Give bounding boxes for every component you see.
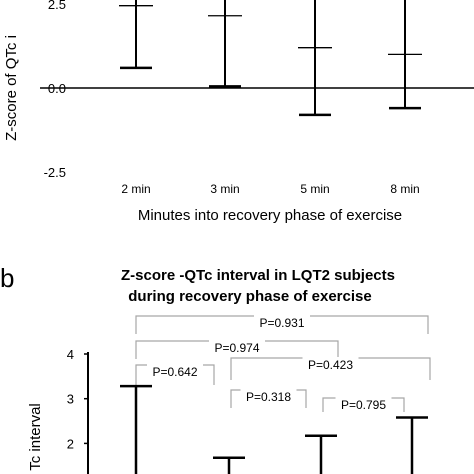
panel-b-significance-bracket: P=0.642 xyxy=(135,364,215,385)
panel-a-y-tick-label: 2.5 xyxy=(48,0,66,12)
panel-b-letter: b xyxy=(0,263,14,293)
panel-a-errorbar xyxy=(298,0,332,117)
panel-b-p-value-label: P=0.931 xyxy=(259,316,304,330)
panel-b-p-value-label: P=0.423 xyxy=(308,358,353,372)
panel-a-x-category-label: 2 min xyxy=(121,182,150,196)
panel-b-p-value-label: P=0.974 xyxy=(214,341,259,355)
panel-b-p-value-backdrop xyxy=(240,389,297,405)
panel-a-x-category-label: 5 min xyxy=(300,182,329,196)
panel-b-title-line-2: during recovery phase of exercise xyxy=(128,288,371,305)
panel-b-errorbar xyxy=(396,416,428,474)
panel-b-p-value-backdrop xyxy=(147,364,203,380)
panel-b-y-axis-title: Tc interval xyxy=(27,403,44,471)
panel-b-y-tick-label: 2 xyxy=(67,436,74,451)
panel-a: 2.5 0.0 -2.5 2 min 3 min 5 min 8 min Z-score … xyxy=(3,0,474,224)
panel-a-y-axis-title: Z-score of QTc i xyxy=(3,35,20,141)
panel-b-significance-bracket: P=0.795 xyxy=(322,397,405,413)
panel-b-title-line-1: Z-score -QTc interval in LQT2 subjects xyxy=(121,267,395,284)
panel-b-y-tick-label: 4 xyxy=(67,347,74,362)
panel-b-p-value-label: P=0.318 xyxy=(246,390,291,404)
panel-b-y-tick-label: 3 xyxy=(67,392,74,407)
panel-b-significance-bracket: P=0.423 xyxy=(230,357,431,380)
panel-b-errorbar xyxy=(305,434,337,474)
panel-a-x-category-label: 8 min xyxy=(390,182,419,196)
panel-a-x-category-label: 3 min xyxy=(210,182,239,196)
panel-b-p-value-label: P=0.795 xyxy=(341,398,386,412)
panel-a-errorbar xyxy=(119,0,153,70)
panel-b-p-value-backdrop xyxy=(254,315,310,331)
panel-b-p-value-backdrop xyxy=(335,397,392,413)
panel-a-errorbar xyxy=(388,0,422,110)
panel-b: b Z-score -QTc interval in LQT2 subjects… xyxy=(0,263,431,474)
panel-b-p-value-label: P=0.642 xyxy=(152,365,197,379)
panel-a-errorbar xyxy=(208,0,242,88)
panel-a-y-tick-label: -2.5 xyxy=(44,165,66,180)
panel-a-x-axis-title: Minutes into recovery phase of exercise xyxy=(138,207,402,224)
panel-b-p-value-backdrop xyxy=(209,340,265,356)
panel-b-errorbar xyxy=(120,384,152,474)
panel-b-errorbar xyxy=(213,456,245,474)
panel-b-significance-bracket: P=0.931 xyxy=(135,315,429,334)
panel-b-significance-bracket: P=0.318 xyxy=(230,389,307,408)
panel-b-p-value-backdrop xyxy=(302,357,359,373)
panel-b-significance-bracket: P=0.974 xyxy=(135,340,339,359)
panel-a-y-tick-label: 0.0 xyxy=(48,81,66,96)
